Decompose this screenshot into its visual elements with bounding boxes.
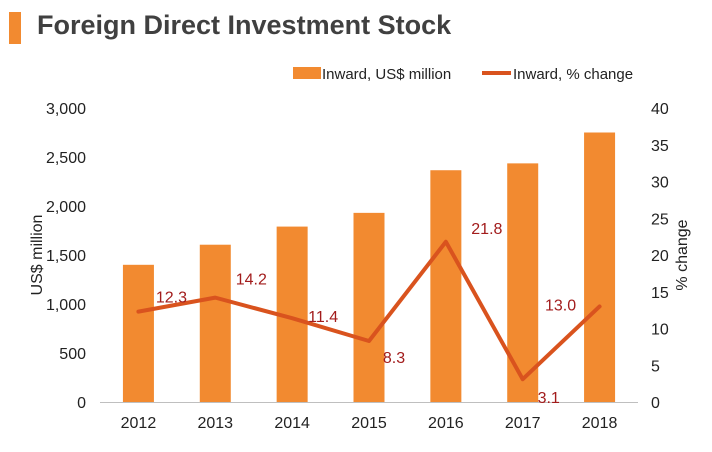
data-label-2016: 21.8 [471, 221, 502, 238]
x-tick-label: 2013 [197, 415, 233, 432]
y2-tick-label: 15 [651, 285, 669, 302]
bar-2016 [430, 170, 462, 402]
x-tick-label: 2018 [582, 415, 618, 432]
y-tick-label: 1,000 [46, 297, 86, 314]
y-tick-label: 0 [77, 395, 86, 412]
data-label-2018: 13.0 [545, 297, 576, 314]
y-axis-title: US$ million [29, 215, 46, 296]
y2-tick-label: 40 [651, 101, 669, 118]
title-accent-bar [9, 12, 21, 44]
x-tick-label: 2016 [428, 415, 464, 432]
y2-tick-label: 25 [651, 211, 669, 228]
data-label-2012: 12.3 [156, 290, 187, 307]
x-tick-label: 2017 [505, 415, 541, 432]
x-tick-label: 2012 [121, 415, 157, 432]
data-label-2014: 11.4 [308, 309, 338, 326]
y2-tick-label: 35 [651, 138, 669, 155]
data-label-2015: 8.3 [383, 350, 405, 367]
y2-tick-label: 30 [651, 175, 669, 192]
bar-2013 [199, 244, 231, 402]
x-tick-label: 2014 [274, 415, 310, 432]
y2-tick-label: 20 [651, 248, 669, 265]
bar-2012 [122, 264, 154, 402]
bar-2015 [353, 212, 385, 402]
y2-tick-label: 5 [651, 358, 660, 375]
y2-axis-title: % change [674, 219, 691, 290]
legend-label-bar: Inward, US$ million [322, 66, 451, 83]
x-tick-label: 2015 [351, 415, 387, 432]
y-tick-label: 3,000 [46, 101, 86, 118]
y-tick-label: 1,500 [46, 248, 86, 265]
y2-tick-label: 10 [651, 322, 669, 339]
bar-2018 [584, 132, 616, 402]
data-label-2017: 3.1 [538, 390, 560, 407]
legend-swatch-bar [293, 67, 321, 79]
y-tick-label: 500 [59, 346, 86, 363]
chart-title: Foreign Direct Investment Stock [37, 10, 452, 40]
legend-label-line: Inward, % change [513, 66, 633, 83]
data-label-2013: 14.2 [236, 272, 267, 289]
y2-tick-label: 0 [651, 395, 660, 412]
line-series-pct-change [136, 239, 602, 382]
y-tick-label: 2,000 [46, 199, 86, 216]
y-tick-label: 2,500 [46, 150, 86, 167]
